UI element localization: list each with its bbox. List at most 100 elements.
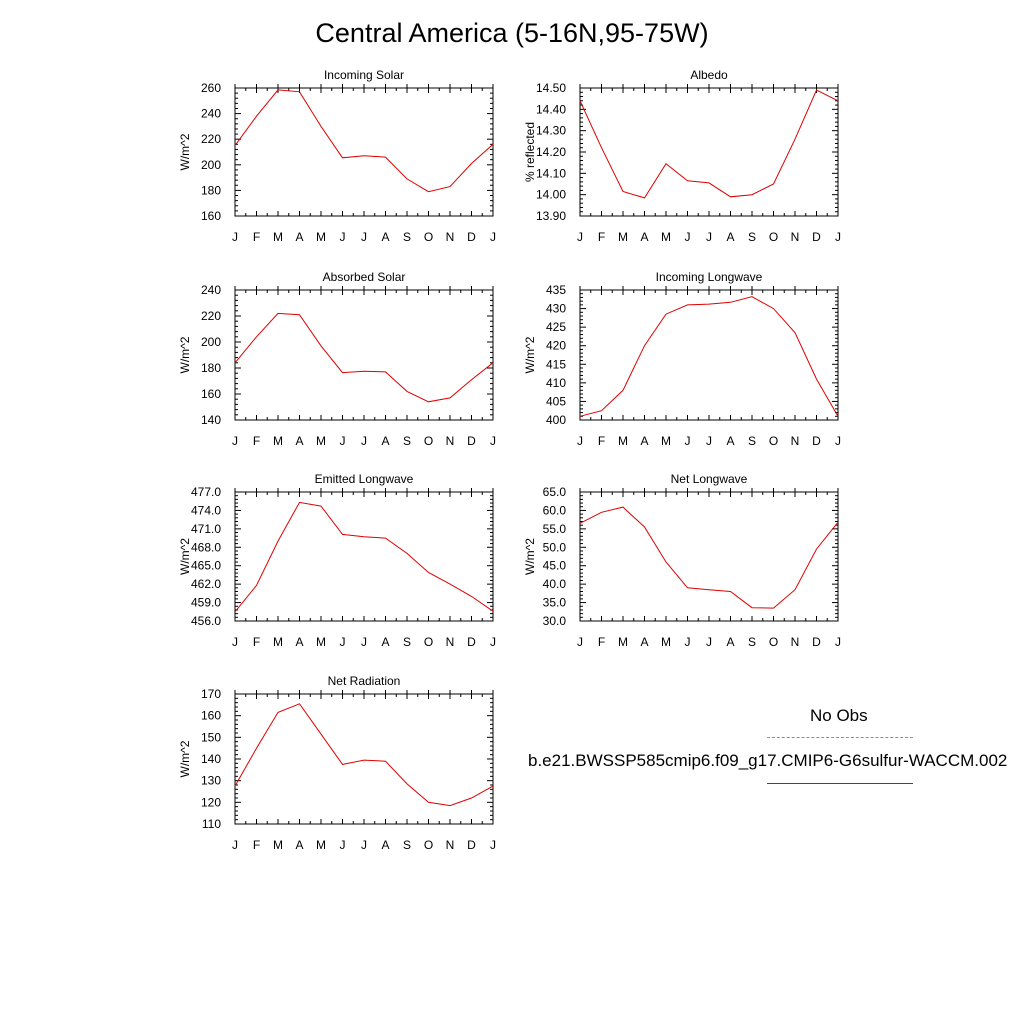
panel-title: Emitted Longwave (315, 472, 414, 486)
x-tick-label: J (490, 230, 496, 244)
figure-title: Central America (5-16N,95-75W) (315, 18, 709, 48)
x-tick-label: D (467, 230, 476, 244)
plot-frame (579, 289, 839, 421)
y-axis-label: W/m^2 (178, 336, 192, 373)
y-tick-label: 160 (201, 709, 221, 723)
x-tick-label: N (446, 434, 455, 448)
x-tick-label: J (490, 635, 496, 649)
x-tick-label: O (424, 434, 433, 448)
x-tick-label: J (232, 838, 238, 852)
x-tick-label: J (490, 434, 496, 448)
x-tick-label: N (446, 635, 455, 649)
x-tick-label: O (769, 635, 778, 649)
x-tick-label: J (835, 635, 841, 649)
y-tick-label: 240 (201, 107, 221, 121)
x-tick-label: F (253, 635, 260, 649)
series-line (579, 506, 839, 609)
x-tick-label: A (726, 230, 734, 244)
y-tick-label: 459.0 (191, 596, 221, 610)
x-tick-label: J (361, 230, 367, 244)
y-tick-label: 40.0 (543, 577, 567, 591)
x-tick-label: M (661, 434, 671, 448)
x-tick-label: D (467, 635, 476, 649)
x-tick-label: O (424, 635, 433, 649)
x-tick-label: J (835, 230, 841, 244)
y-tick-label: 120 (201, 795, 221, 809)
y-tick-label: 160 (201, 387, 221, 401)
x-tick-label: N (446, 838, 455, 852)
x-tick-label: S (748, 434, 756, 448)
y-tick-label: 462.0 (191, 577, 221, 591)
x-tick-label: J (577, 635, 583, 649)
y-axis-label: W/m^2 (178, 740, 192, 777)
x-tick-label: M (618, 434, 628, 448)
x-tick-label: J (340, 635, 346, 649)
plot-frame (234, 491, 494, 622)
x-tick-label: A (640, 635, 648, 649)
series-line (579, 296, 839, 417)
x-tick-label: J (577, 230, 583, 244)
x-tick-label: M (316, 635, 326, 649)
plot-frame (579, 491, 839, 622)
y-tick-label: 425 (546, 320, 566, 334)
x-tick-label: J (340, 230, 346, 244)
panel-title: Absorbed Solar (323, 270, 406, 284)
y-tick-label: 45.0 (543, 559, 567, 573)
x-tick-label: M (316, 230, 326, 244)
x-tick-label: A (381, 230, 389, 244)
x-tick-label: F (598, 434, 605, 448)
y-tick-label: 50.0 (543, 540, 567, 554)
panel-title: Incoming Solar (324, 68, 404, 82)
y-axis-label: % reflected (523, 122, 537, 182)
x-tick-label: N (791, 635, 800, 649)
y-tick-label: 220 (201, 132, 221, 146)
y-axis-label: W/m^2 (523, 538, 537, 575)
y-tick-label: 415 (546, 357, 566, 371)
y-tick-label: 474.0 (191, 503, 221, 517)
x-tick-label: S (403, 838, 411, 852)
x-tick-label: A (640, 434, 648, 448)
x-tick-label: A (295, 838, 303, 852)
x-tick-label: A (640, 230, 648, 244)
x-tick-label: J (685, 230, 691, 244)
x-tick-label: M (273, 434, 283, 448)
x-tick-label: N (791, 230, 800, 244)
x-tick-label: J (685, 434, 691, 448)
y-tick-label: 435 (546, 283, 566, 297)
x-tick-label: F (253, 434, 260, 448)
x-tick-label: J (706, 635, 712, 649)
y-tick-label: 200 (201, 335, 221, 349)
y-tick-label: 30.0 (543, 614, 567, 628)
x-tick-label: S (403, 635, 411, 649)
x-tick-label: M (618, 230, 628, 244)
x-tick-label: M (618, 635, 628, 649)
y-tick-label: 180 (201, 361, 221, 375)
x-tick-label: J (232, 230, 238, 244)
y-tick-label: 65.0 (543, 485, 567, 499)
y-tick-label: 477.0 (191, 485, 221, 499)
panel-title: Albedo (690, 68, 728, 82)
x-tick-label: D (467, 434, 476, 448)
y-tick-label: 55.0 (543, 522, 567, 536)
x-tick-label: J (490, 838, 496, 852)
y-tick-label: 14.50 (536, 81, 566, 95)
x-tick-label: J (835, 434, 841, 448)
x-tick-label: J (706, 230, 712, 244)
panel-title: Net Longwave (671, 472, 748, 486)
x-tick-label: A (726, 434, 734, 448)
y-tick-label: 14.10 (536, 166, 566, 180)
y-tick-label: 471.0 (191, 522, 221, 536)
x-tick-label: O (424, 230, 433, 244)
y-tick-label: 420 (546, 339, 566, 353)
x-tick-label: S (403, 434, 411, 448)
x-tick-label: A (295, 635, 303, 649)
y-tick-label: 400 (546, 413, 566, 427)
x-tick-label: M (316, 838, 326, 852)
x-tick-label: D (812, 434, 821, 448)
y-tick-label: 110 (202, 817, 221, 831)
x-tick-label: M (273, 838, 283, 852)
x-tick-label: A (726, 635, 734, 649)
